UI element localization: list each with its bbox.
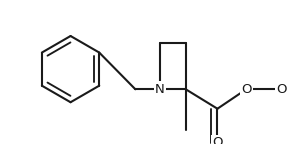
Text: O: O <box>276 83 287 96</box>
Text: N: N <box>155 83 165 96</box>
Text: O: O <box>212 136 223 144</box>
Text: O: O <box>241 83 251 96</box>
